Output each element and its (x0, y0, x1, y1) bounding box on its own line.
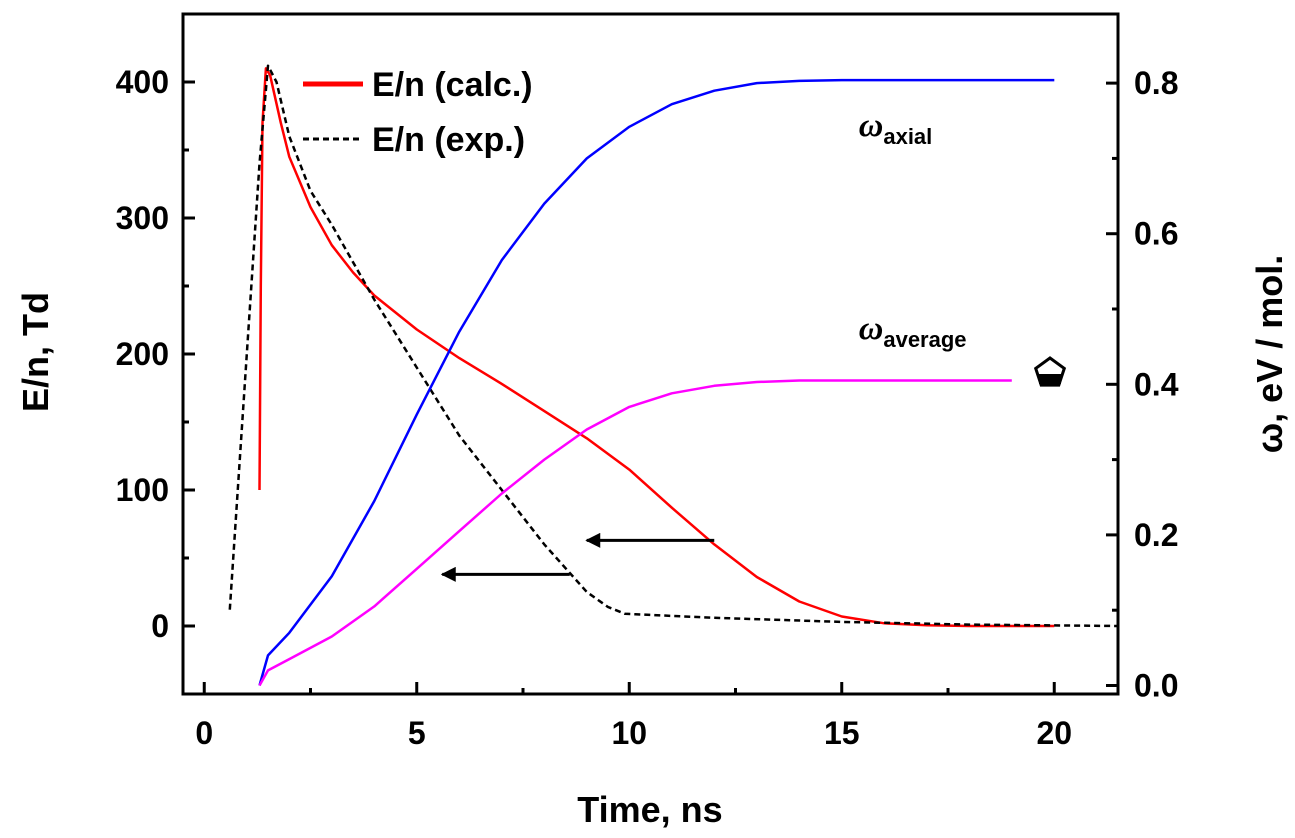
y-left-tick-label: 400 (116, 64, 169, 100)
y-axis-right-title: ω, eV / mol. (1249, 255, 1290, 453)
x-tick-label: 0 (195, 715, 213, 751)
series-line-omega_axial (258, 78, 1055, 686)
annotation-sub: axial (883, 124, 932, 149)
y-right-tick-label: 0.6 (1134, 216, 1178, 252)
y-left-tick-label: 0 (151, 608, 169, 644)
y-right-tick-label: 0.4 (1134, 366, 1179, 402)
y-right-tick-label: 0.0 (1134, 667, 1178, 703)
x-tick-label: 10 (611, 715, 647, 751)
y-left-tick-label: 300 (116, 200, 169, 236)
legend-label-En_calc: E/n (calc.) (372, 66, 533, 104)
x-tick-label: 15 (824, 715, 860, 751)
annotation-axial: ωaxial (859, 107, 933, 149)
annotation-base: ω (859, 310, 884, 347)
legend-label-En_exp: E/n (exp.) (372, 121, 525, 159)
y-right-tick-label: 0.2 (1134, 517, 1178, 553)
x-axis-title: Time, ns (577, 789, 722, 830)
series-line-omega_average (258, 379, 1012, 687)
series-line-En_exp (228, 64, 1119, 628)
series-line-En_calc (258, 67, 1055, 628)
pentagon-marker-fill (1039, 374, 1061, 385)
y-axis-left-title: E/n, Td (15, 292, 56, 412)
y-left-tick-label: 200 (116, 336, 169, 372)
x-tick-label: 20 (1036, 715, 1072, 751)
y-left-tick-label: 100 (116, 472, 169, 508)
annotation-sub: average (883, 327, 966, 352)
annotation-average: ωaverage (859, 310, 967, 352)
series-layer (228, 64, 1119, 687)
y-right-tick-label: 0.8 (1134, 65, 1178, 101)
legend: E/n (calc.) E/n (exp.) (303, 66, 533, 159)
x-tick-label: 5 (408, 715, 426, 751)
annotation-base: ω (859, 107, 884, 144)
